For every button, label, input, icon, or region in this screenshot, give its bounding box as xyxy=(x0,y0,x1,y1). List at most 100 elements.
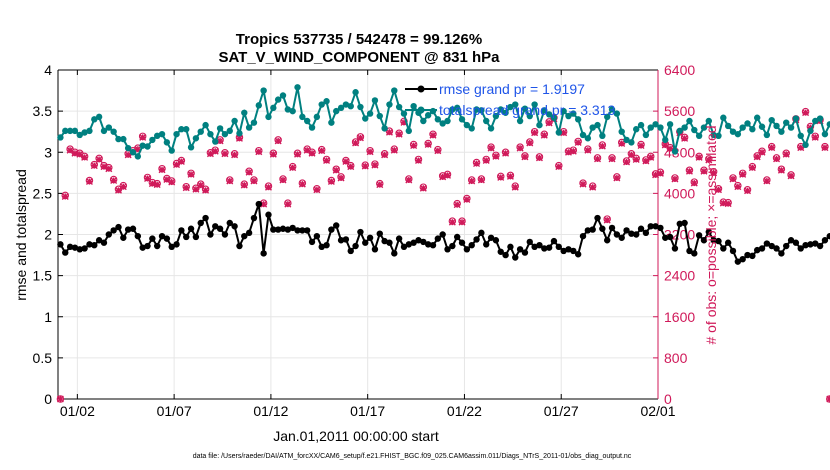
spread-point xyxy=(565,112,572,120)
spread-point xyxy=(603,113,611,121)
spread-point xyxy=(270,104,277,112)
rmse-point xyxy=(342,236,350,243)
rmse-point xyxy=(120,234,127,241)
spread-point xyxy=(284,106,292,113)
x-tick-label: 01/02 xyxy=(60,403,95,419)
y-tick-label-right: 4000 xyxy=(664,185,695,201)
spread-point xyxy=(700,124,708,131)
rmse-point xyxy=(671,245,679,252)
rmse-point xyxy=(744,251,751,259)
obs-assimilated-point xyxy=(744,187,752,195)
x-tick-label: 01/07 xyxy=(157,403,192,419)
obs-assimilated-point xyxy=(647,153,655,161)
rmse-point xyxy=(758,245,766,252)
obs-assimilated-point xyxy=(429,131,437,139)
x-axis-label: Jan.01,2011 00:00:00 start xyxy=(273,428,439,444)
obs-assimilated-point xyxy=(318,147,326,155)
rmse-point xyxy=(700,237,708,244)
obs-assimilated-point xyxy=(114,186,122,194)
rmse-point xyxy=(637,225,645,232)
spread-point xyxy=(541,107,548,114)
rmse-point xyxy=(362,239,369,246)
spread-point xyxy=(250,119,258,126)
rmse-point xyxy=(647,223,654,230)
rmse-point xyxy=(618,234,625,241)
spread-point xyxy=(584,135,592,142)
obs-assimilated-point xyxy=(777,166,785,174)
obs-assimilated-point xyxy=(473,160,481,168)
spread-point xyxy=(371,97,379,104)
rmse-point xyxy=(449,242,456,250)
rmse-point xyxy=(642,229,650,237)
spread-point xyxy=(647,124,654,131)
obs-assimilated-point xyxy=(419,184,427,192)
rmse-point xyxy=(115,223,122,231)
spread-point xyxy=(724,122,732,130)
spread-point xyxy=(410,102,417,110)
spread-point xyxy=(391,87,398,94)
spread-point xyxy=(492,112,500,120)
spread-point xyxy=(478,107,485,114)
x-tick-label: 01/12 xyxy=(253,403,288,419)
rmse-point xyxy=(724,239,732,246)
rmse-point xyxy=(405,241,413,248)
rmse-point xyxy=(739,255,746,263)
spread-point xyxy=(516,117,524,125)
rmse-point xyxy=(787,237,795,244)
obs-assimilated-point xyxy=(782,150,790,158)
y-tick-label-right: 5600 xyxy=(664,103,695,119)
y-tick-label-left: 1.5 xyxy=(33,268,53,284)
obs-assimilated-point xyxy=(269,150,277,158)
rmse-point xyxy=(400,243,408,251)
rmse-point xyxy=(545,244,553,251)
rmse-point xyxy=(337,237,345,244)
obs-assimilated-point xyxy=(468,177,476,185)
spread-point xyxy=(550,114,558,121)
spread-point xyxy=(594,121,601,129)
obs-assimilated-point xyxy=(661,141,669,149)
rmse-point xyxy=(71,244,79,251)
rmse-point xyxy=(516,246,524,253)
rmse-point xyxy=(821,237,829,244)
obs-assimilated-point xyxy=(685,167,693,175)
obs-assimilated-point xyxy=(221,150,229,158)
obs-assimilated-point xyxy=(85,178,93,186)
spread-point xyxy=(168,147,175,154)
rmse-point xyxy=(676,220,683,228)
spread-point xyxy=(720,114,727,121)
rmse-point xyxy=(792,239,800,246)
rmse-point xyxy=(173,241,180,248)
spread-point xyxy=(787,124,795,131)
rmse-point xyxy=(95,237,103,244)
rmse-point xyxy=(415,237,422,244)
obs-assimilated-point xyxy=(603,216,611,224)
spread-point xyxy=(555,129,563,136)
rmse-point xyxy=(284,226,292,233)
spread-point xyxy=(773,122,780,130)
spread-point xyxy=(149,136,156,144)
spread-point xyxy=(521,105,529,112)
spread-point xyxy=(797,132,804,139)
x-tick-label: 01/17 xyxy=(350,403,385,419)
spread-point xyxy=(763,131,771,139)
rmse-point xyxy=(197,219,204,227)
spread-point xyxy=(241,109,248,116)
spread-point xyxy=(333,107,340,115)
rmse-point xyxy=(695,232,703,239)
spread-point xyxy=(686,117,693,125)
obs-assimilated-point xyxy=(492,152,500,160)
spread-point xyxy=(758,123,766,130)
plot-area: 01/02 01/07 01/12 01/17 01/22 01/27 02/0100.51… xyxy=(33,62,830,419)
spread-point xyxy=(405,127,413,135)
chart-subtitle: SAT_V_WIND_COMPONENT @ 831 hPa xyxy=(218,49,500,66)
obs-assimilated-point xyxy=(487,144,495,152)
obs-assimilated-point xyxy=(618,140,626,148)
rmse-point xyxy=(62,249,69,256)
obs-assimilated-point xyxy=(700,167,708,175)
obs-assimilated-point xyxy=(81,153,89,161)
rmse-point xyxy=(599,225,606,232)
spread-point xyxy=(386,101,393,108)
rmse-point xyxy=(265,211,272,218)
spread-point xyxy=(691,126,698,134)
rmse-point xyxy=(541,245,548,252)
